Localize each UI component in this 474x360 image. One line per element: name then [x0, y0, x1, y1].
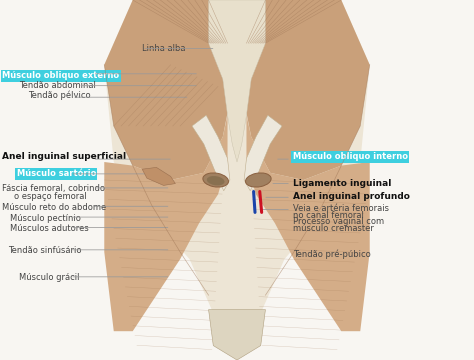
Text: Músculo reto do abdome: Músculo reto do abdome [2, 203, 107, 212]
Ellipse shape [207, 176, 225, 185]
Text: Tendão abdominal: Tendão abdominal [19, 81, 96, 90]
Text: Anel inguinal profundo: Anel inguinal profundo [293, 192, 410, 201]
Polygon shape [142, 167, 175, 185]
Polygon shape [192, 115, 230, 191]
Text: Anel inguinal superficial: Anel inguinal superficial [2, 152, 127, 161]
Text: Fáscia femoral, cobrindo: Fáscia femoral, cobrindo [2, 184, 105, 194]
Text: músculo cremaster: músculo cremaster [293, 224, 374, 233]
Ellipse shape [246, 173, 271, 187]
Text: Músculo grácil: Músculo grácil [19, 274, 80, 282]
Text: Tendão pélvico: Tendão pélvico [28, 90, 91, 100]
Text: no canal femoral: no canal femoral [293, 211, 364, 220]
Polygon shape [244, 115, 282, 191]
Text: Músculo obliquo externo: Músculo obliquo externo [2, 71, 119, 80]
Text: Tendão pré-púbico: Tendão pré-púbico [293, 250, 371, 259]
Polygon shape [209, 0, 265, 162]
Text: Músculos adutores: Músculos adutores [10, 224, 89, 233]
Text: Tendão sinfúsário: Tendão sinfúsário [9, 246, 82, 256]
Text: Músculo sartório: Músculo sartório [17, 169, 96, 178]
Text: o espaço femoral: o espaço femoral [14, 192, 87, 201]
Polygon shape [237, 0, 370, 180]
Text: Processo vaginal com: Processo vaginal com [293, 217, 384, 226]
Text: Ligamento inguinal: Ligamento inguinal [293, 179, 392, 188]
Polygon shape [104, 0, 370, 360]
Polygon shape [104, 115, 228, 331]
Text: Linha alba: Linha alba [142, 44, 186, 53]
Polygon shape [209, 310, 265, 360]
Text: Músculo obliquo interno: Músculo obliquo interno [293, 152, 408, 161]
Ellipse shape [203, 173, 228, 187]
Polygon shape [246, 115, 370, 331]
Polygon shape [104, 0, 237, 180]
Text: Músculo pectínio: Músculo pectínio [10, 213, 82, 222]
Text: Veia e artéria femorais: Veia e artéria femorais [293, 204, 389, 213]
